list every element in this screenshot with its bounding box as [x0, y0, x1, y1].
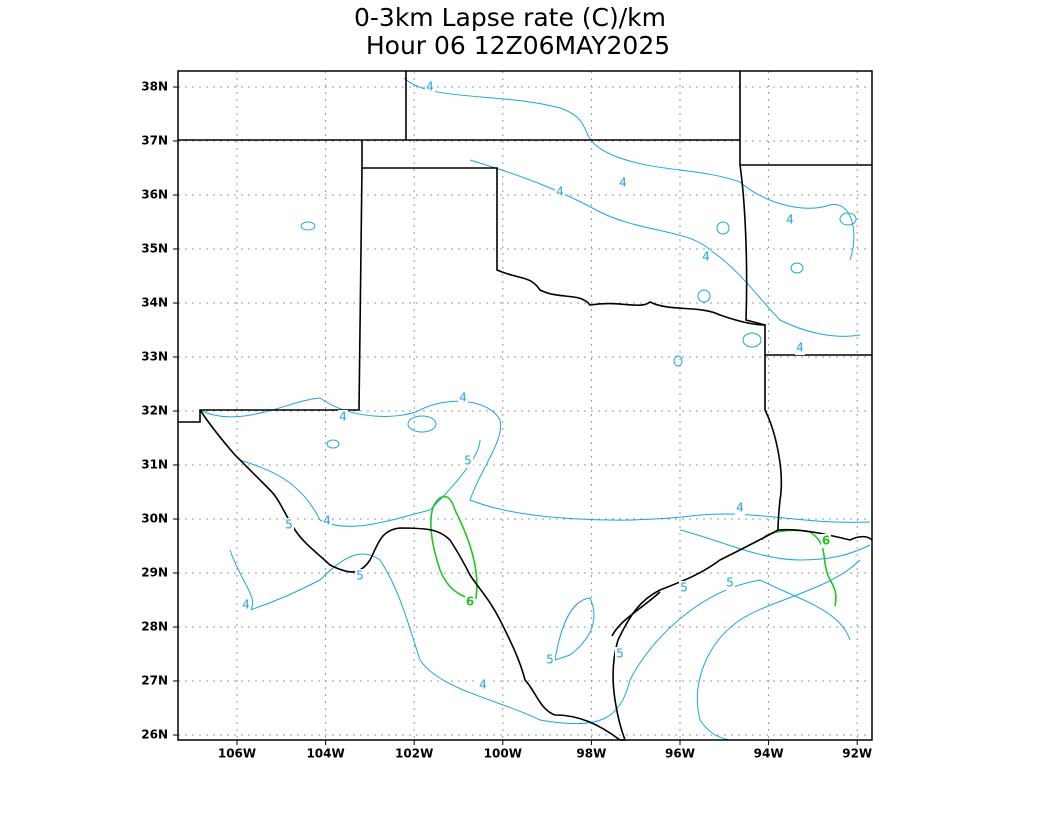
contour-label: 4 [339, 410, 347, 424]
contour-label: 5 [285, 518, 293, 532]
contour-label: 4 [736, 501, 744, 515]
contour-label: 4 [426, 80, 434, 94]
latitude-label: 32N [141, 404, 168, 418]
contour-label: 5 [464, 454, 472, 468]
contour-line [229, 549, 851, 725]
contour-label: 4 [619, 176, 627, 190]
contour-label: 5 [546, 653, 554, 667]
contour-label-bg [555, 185, 565, 199]
contour-label-bg [465, 595, 475, 609]
contour-line [790, 262, 804, 274]
contour-label: 4 [786, 213, 794, 227]
latitude-label: 31N [141, 458, 168, 472]
state-border [361, 71, 872, 356]
contour-label: 5 [616, 647, 624, 661]
contour-label: 5 [726, 576, 734, 590]
contour-label-bg [821, 534, 831, 548]
contour-label: 4 [323, 514, 331, 528]
contour-label: 4 [479, 678, 487, 692]
contour-label: 5 [680, 581, 688, 595]
map-frame [177, 70, 873, 741]
latitude-label: 38N [141, 80, 168, 94]
contour-label-bg [284, 518, 294, 532]
contour-label-bg [545, 653, 555, 667]
contour-label: 4 [556, 185, 564, 199]
contour-label: 6 [466, 595, 474, 609]
contours [199, 77, 871, 741]
contour-line [326, 439, 340, 449]
contour-label-bg [615, 647, 625, 661]
contour-label-bg [478, 678, 488, 692]
contour-line [696, 559, 861, 741]
contour-line [239, 439, 481, 527]
contour-label: 4 [242, 598, 250, 612]
longitude-label: 92W [842, 747, 872, 761]
latitude-label: 33N [141, 350, 168, 364]
contour-line-6 [430, 495, 478, 600]
contour-line [839, 212, 857, 226]
latitude-label: 36N [141, 188, 168, 202]
contour-label-bg [795, 341, 805, 355]
contour-label-bg [679, 581, 689, 595]
longitude-label: 102W [395, 747, 433, 761]
contour-label-bg [735, 501, 745, 515]
contour-line [679, 529, 871, 561]
contour-label-bg [322, 514, 332, 528]
contour-line [554, 597, 595, 661]
labels: 38N 37N 36N 35N 34N 33N 32N 31N 30N 29N 28N 27N 26N 1… [141, 80, 872, 761]
contour-line [300, 221, 316, 231]
contour-line [716, 221, 730, 235]
longitude-label: 100W [484, 747, 522, 761]
title-line-1: 0-3km Lapse rate (C)/km [354, 3, 666, 32]
contour-line [199, 397, 871, 523]
contour-label-bg [241, 598, 251, 612]
contour-line [697, 289, 711, 303]
contour-line [673, 355, 683, 367]
coast [611, 591, 661, 637]
contour-label-bg [425, 80, 435, 94]
borders [178, 71, 873, 741]
contour-line [403, 77, 855, 261]
contour-label-bg [458, 391, 468, 405]
contour-label-bg [338, 410, 348, 424]
contour-line [469, 159, 861, 337]
longitude-label: 94W [754, 747, 784, 761]
coast [777, 528, 873, 541]
latitude-label: 27N [141, 674, 168, 688]
longitude-label: 98W [576, 747, 606, 761]
contour-line-6 [761, 529, 837, 607]
contour-label-bg [701, 250, 711, 264]
texas-border [178, 167, 783, 741]
latitude-label: 28N [141, 620, 168, 634]
contour-label-bg [463, 454, 473, 468]
contour-label-bg [355, 569, 365, 583]
graticule [173, 71, 872, 745]
longitude-label: 96W [665, 747, 695, 761]
contour-line [742, 332, 762, 348]
latitude-label: 30N [141, 512, 168, 526]
latitude-label: 26N [141, 728, 168, 742]
contour-label: 4 [796, 341, 804, 355]
contour-label-bg [725, 576, 735, 590]
contour-line [407, 415, 437, 433]
contour-label: 5 [356, 569, 364, 583]
longitude-label: 106W [218, 747, 256, 761]
contour-label: 4 [459, 391, 467, 405]
latitude-label: 29N [141, 566, 168, 580]
contour-label: 6 [822, 534, 830, 548]
contour-label-bg [618, 176, 628, 190]
longitude-label: 104W [306, 747, 344, 761]
contour-label: 4 [702, 250, 710, 264]
contour-label-bg [785, 213, 795, 227]
latitude-label: 37N [141, 134, 168, 148]
title-line-2: Hour 06 12Z06MAY2025 [366, 31, 670, 60]
latitude-label: 35N [141, 242, 168, 256]
latitude-label: 34N [141, 296, 168, 310]
